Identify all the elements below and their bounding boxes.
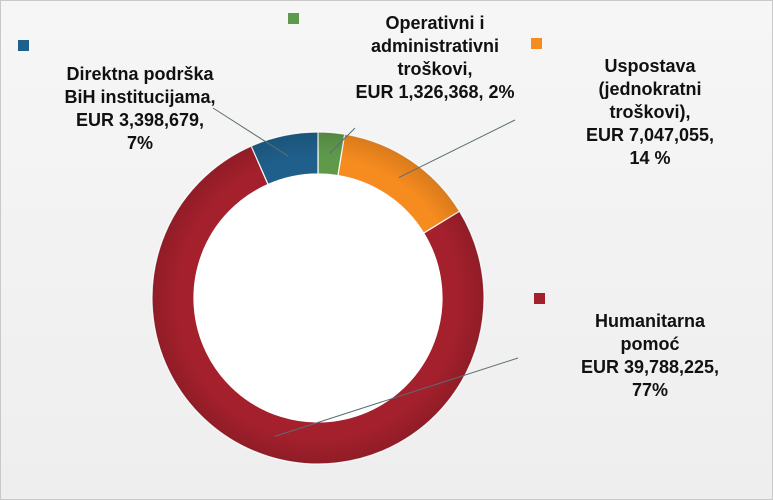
data-label-line: Direktna podrška <box>66 64 214 84</box>
data-label-line: 77% <box>631 380 669 400</box>
data-label-direktna: Direktna podrška BiH institucijama, EUR … <box>40 63 240 155</box>
legend-marker-uspostava <box>531 38 542 49</box>
data-label-line: 14 % <box>629 148 671 168</box>
data-label-line: BiH institucijama, <box>64 87 216 107</box>
donut-hole <box>194 174 442 422</box>
data-label-line: Operativni i <box>385 13 485 33</box>
leader-line <box>212 107 289 157</box>
leader-line <box>329 127 356 154</box>
data-label-line: EUR 39,788,225, <box>580 357 720 377</box>
data-label-humanitarna: Humanitarna pomoć EUR 39,788,225, 77% <box>555 310 745 402</box>
data-label-line: (jednokratni <box>598 79 702 99</box>
data-label-line: Humanitarna <box>594 311 706 331</box>
data-label-uspostava: Uspostava (jednokratni troškovi), EUR 7,… <box>555 55 745 170</box>
data-label-line: EUR 1,326,368, 2% <box>355 82 515 102</box>
data-label-line: pomoć <box>620 334 680 354</box>
data-label-line: troškovi), <box>609 102 691 122</box>
data-label-line: EUR 7,047,055, <box>585 125 715 145</box>
data-label-line: troškovi, <box>397 59 473 79</box>
legend-marker-direktna <box>18 40 29 51</box>
data-label-operativni: Operativni i administrativni troškovi, E… <box>325 12 545 104</box>
data-label-line: 7% <box>126 133 153 153</box>
leader-line <box>398 119 516 179</box>
data-label-line: Uspostava <box>604 56 696 76</box>
legend-marker-operativni <box>288 13 299 24</box>
data-label-line: EUR 3,398,679, <box>75 110 205 130</box>
leader-line <box>274 357 519 437</box>
legend-marker-humanitarna <box>534 293 545 304</box>
data-label-line: administrativni <box>370 36 500 56</box>
